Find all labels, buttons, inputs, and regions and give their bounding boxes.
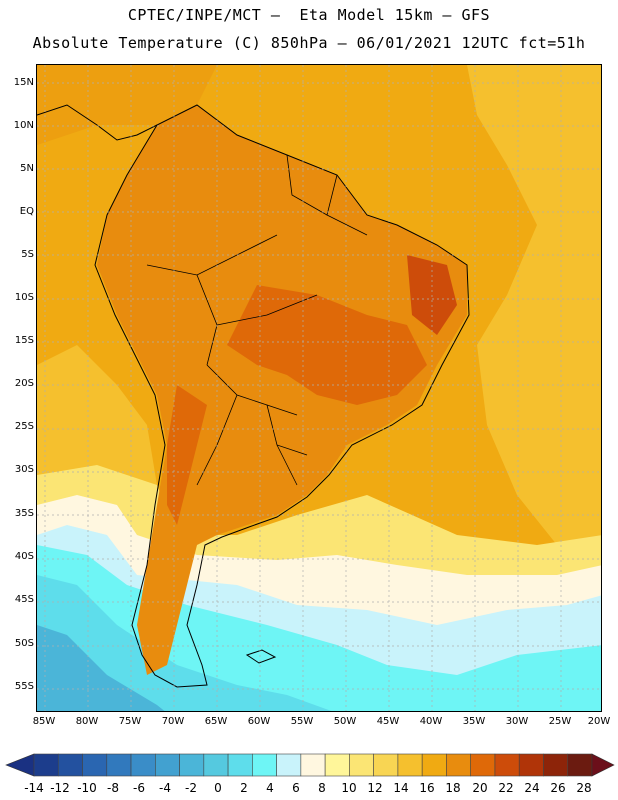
colorbar-label: 10 — [341, 781, 357, 795]
lat-label-25s: 25S — [14, 421, 34, 432]
colorbar-label: -6 — [133, 781, 145, 795]
lat-label-10n: 10N — [13, 120, 34, 131]
colorbar-swatch — [567, 753, 593, 777]
coastline-falklands — [245, 649, 277, 664]
colorbar-swatch — [227, 753, 253, 777]
temperature-field-20-22-caribbean — [37, 65, 217, 145]
colorbar-label: 18 — [445, 781, 461, 795]
colorbar-swatch — [421, 753, 447, 777]
colorbar-swatch — [82, 753, 108, 777]
lat-label-15s: 15S — [14, 335, 34, 346]
lon-label-45w: 45W — [376, 716, 400, 727]
colorbar-label: -12 — [50, 781, 70, 795]
colorbar-label: 16 — [419, 781, 435, 795]
colorbar-swatch — [324, 753, 350, 777]
colorbar-label: 28 — [576, 781, 592, 795]
colorbar-swatch — [446, 753, 471, 777]
colorbar-swatch — [276, 753, 302, 777]
map-frame[interactable] — [36, 64, 602, 712]
temperature-field-16-18-west — [37, 345, 157, 495]
lon-label-65w: 65W — [204, 716, 228, 727]
lon-label-80w: 80W — [75, 716, 99, 727]
lon-label-40w: 40W — [419, 716, 443, 727]
colorbar-label: 8 — [318, 781, 326, 795]
colorbar-label: -2 — [185, 781, 197, 795]
colorbar-label: 2 — [240, 781, 248, 795]
lat-label-10s: 10S — [14, 292, 34, 303]
chart-title: CPTEC/INPE/MCT – Eta Model 15km – GFS — [127, 6, 491, 24]
colorbar-swatch — [179, 753, 205, 777]
lon-label-55w: 55W — [290, 716, 314, 727]
lon-label-85w: 85W — [32, 716, 56, 727]
colorbar-label: 22 — [498, 781, 514, 795]
colorbar-swatch — [494, 753, 520, 777]
lon-label-75w: 75W — [118, 716, 142, 727]
lon-label-25w: 25W — [548, 716, 572, 727]
lat-label-50s: 50S — [14, 638, 34, 649]
colorbar-label: 24 — [524, 781, 540, 795]
lat-label-eq: EQ — [19, 206, 34, 217]
colorbar-label: 4 — [266, 781, 274, 795]
temperature-field-2-4 — [37, 575, 332, 711]
colorbar-label: -14 — [24, 781, 44, 795]
coastline-central-america — [37, 104, 158, 141]
lat-label-20s: 20S — [14, 378, 34, 389]
lat-label-45s: 45S — [14, 594, 34, 605]
chart-subtitle: Absolute Temperature (C) 850hPa – 06/01/… — [32, 34, 586, 52]
colorbar-swatch — [300, 753, 326, 777]
colorbar-swatch — [397, 753, 423, 777]
colorbar-label: 6 — [292, 781, 300, 795]
temperature-map — [37, 65, 601, 711]
lat-label-5n: 5N — [20, 163, 34, 174]
colorbar-label: 12 — [367, 781, 383, 795]
lon-label-35w: 35W — [462, 716, 486, 727]
lon-label-30w: 30W — [505, 716, 529, 727]
lat-label-35s: 35S — [14, 508, 34, 519]
colorbar-label: 20 — [472, 781, 488, 795]
map-gridlines — [37, 65, 601, 711]
colorbar-over-arrow — [591, 753, 615, 777]
lat-label-15n: 15N — [13, 77, 34, 88]
colorbar-swatch — [106, 753, 132, 777]
colorbar-label: -10 — [77, 781, 97, 795]
colorbar-swatch — [349, 753, 374, 777]
temperature-field-16-18-east — [467, 65, 601, 584]
colorbar-swatch — [518, 753, 544, 777]
lon-label-20w: 20W — [587, 716, 611, 727]
colorbar-under-arrow — [5, 753, 35, 777]
lat-label-55s: 55S — [14, 681, 34, 692]
colorbar-swatch — [252, 753, 277, 777]
colorbar-swatch — [470, 753, 496, 777]
colorbar-label: -4 — [159, 781, 171, 795]
land-hot-central — [227, 285, 427, 405]
colorbar-swatch — [57, 753, 83, 777]
colorbar-swatch — [130, 753, 156, 777]
lat-label-30s: 30S — [14, 464, 34, 475]
lat-label-40s: 40S — [14, 551, 34, 562]
colorbar-swatch — [155, 753, 180, 777]
land-hot-andes — [167, 385, 207, 525]
lat-label-5s: 5S — [21, 249, 34, 260]
lon-label-60w: 60W — [247, 716, 271, 727]
colorbar-label: 26 — [550, 781, 566, 795]
colorbar-swatch — [373, 753, 399, 777]
lon-label-50w: 50W — [333, 716, 357, 727]
colorbar-label: -8 — [107, 781, 119, 795]
colorbar-swatch — [203, 753, 229, 777]
temperature-field-0-2 — [37, 625, 165, 711]
colorbar-label: 0 — [214, 781, 222, 795]
colorbar-label: 14 — [393, 781, 409, 795]
colorbar — [5, 753, 615, 777]
colorbar-swatch — [33, 753, 59, 777]
colorbar-swatch — [543, 753, 569, 777]
land-warm-region — [97, 105, 467, 675]
lon-label-70w: 70W — [161, 716, 185, 727]
